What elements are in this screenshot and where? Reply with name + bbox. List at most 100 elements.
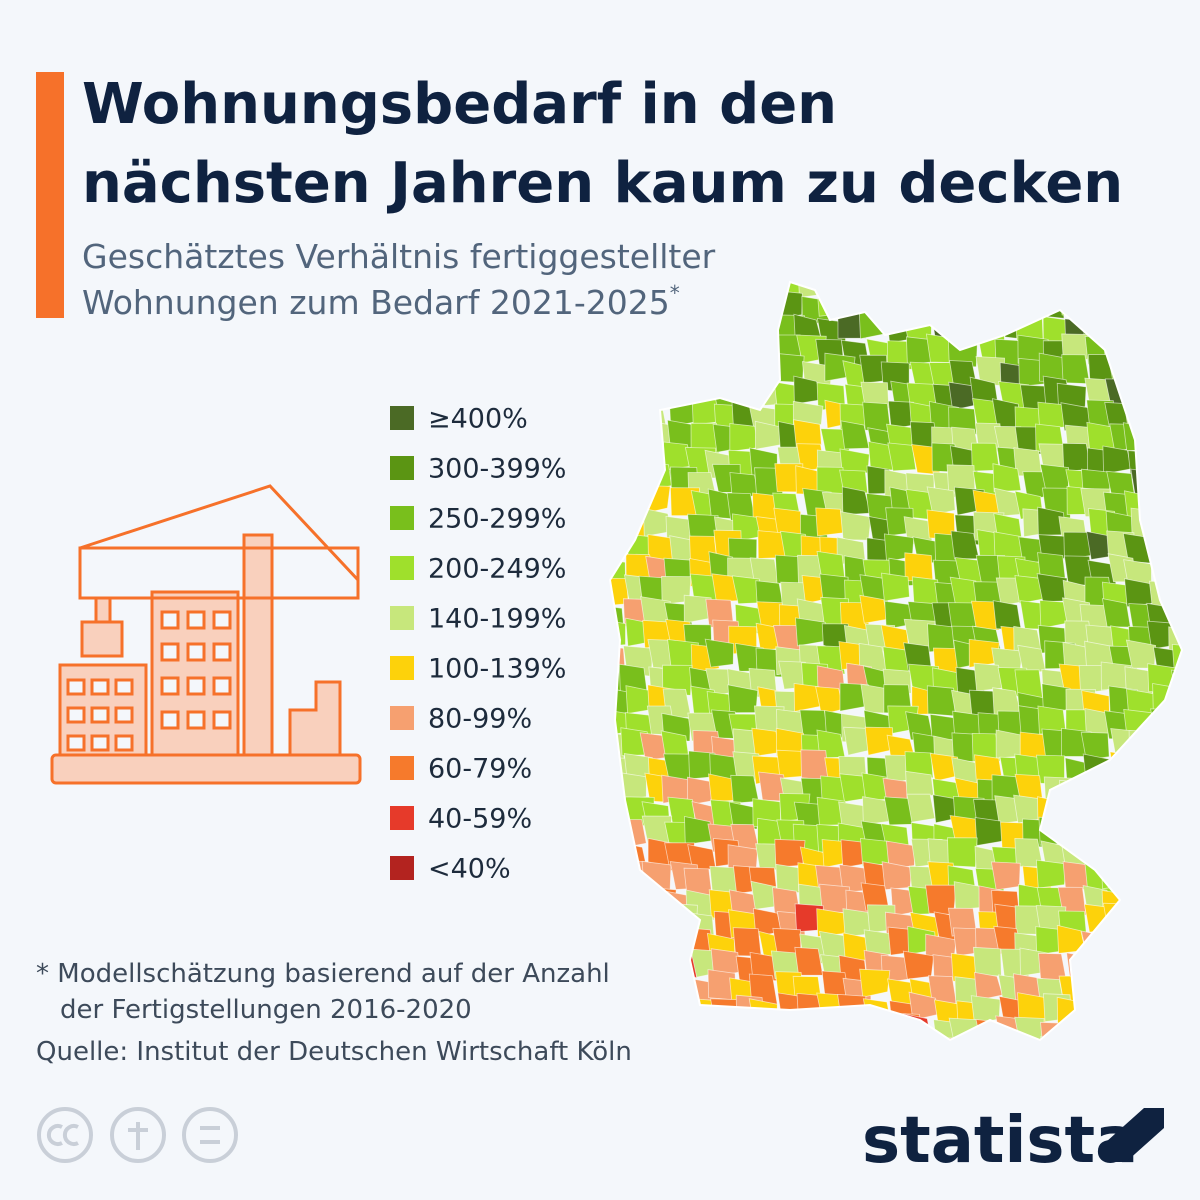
map-region [1083, 801, 1113, 831]
map-region [1128, 801, 1158, 831]
map-region [705, 359, 738, 389]
legend-swatch [390, 656, 414, 680]
map-region [752, 282, 782, 302]
map-region [1105, 311, 1135, 341]
map-region [666, 1019, 698, 1040]
map-region [662, 664, 693, 696]
accent-bar [36, 72, 64, 318]
map-region [750, 1037, 780, 1040]
map-region [610, 492, 634, 522]
footnote-line: der Fertigstellungen 2016-2020 [60, 995, 472, 1025]
map-region [885, 840, 916, 870]
map-region [1080, 930, 1110, 960]
map-region [1175, 384, 1182, 414]
map-region [710, 1017, 742, 1040]
map-region [732, 927, 762, 957]
map-region [1125, 930, 1154, 959]
map-region [610, 841, 630, 871]
map-region [1169, 313, 1182, 343]
map-region [1172, 883, 1182, 914]
map-region [1017, 287, 1047, 317]
map-region [1108, 841, 1138, 871]
map-region [992, 463, 1022, 493]
map-region [1173, 1015, 1182, 1040]
map-region [1145, 912, 1175, 942]
map-region [862, 998, 892, 1028]
map-region [625, 449, 655, 479]
map-region [1129, 954, 1160, 984]
map-region [728, 1036, 758, 1040]
map-region [733, 291, 765, 321]
license-icons [37, 1107, 238, 1163]
map-region [952, 316, 984, 346]
map-region [1170, 470, 1182, 501]
map-region [800, 749, 830, 781]
map-region [1167, 730, 1182, 760]
map-region [610, 511, 631, 541]
legend-label: 40-59% [428, 804, 532, 835]
legend-swatch [390, 756, 414, 780]
map-region [1081, 968, 1111, 998]
map-region [1153, 863, 1182, 893]
map-region [1171, 669, 1182, 699]
map-region [623, 931, 653, 964]
map-region [646, 991, 676, 1021]
map-region [1150, 708, 1181, 738]
map-region [731, 376, 761, 406]
map-region [793, 419, 822, 449]
map-region [1087, 286, 1117, 316]
map-region [884, 282, 914, 300]
map-region [729, 423, 759, 452]
map-region [1127, 378, 1157, 408]
map-region [646, 886, 677, 916]
map-region [1087, 822, 1117, 853]
legend-swatch [390, 506, 414, 530]
map-region [713, 1041, 741, 1069]
map-region [1059, 779, 1088, 810]
map-region [751, 727, 781, 757]
map-region [1132, 357, 1163, 387]
map-region [773, 290, 803, 319]
map-region [1168, 685, 1182, 715]
map-region [1169, 287, 1182, 317]
map-region [690, 358, 720, 388]
map-region [1066, 798, 1096, 830]
map-region [610, 337, 632, 367]
map-region [889, 1038, 919, 1040]
map-region [970, 1035, 1000, 1040]
map-region [1107, 795, 1137, 825]
map-region [1150, 381, 1180, 411]
map-region [1150, 445, 1180, 476]
map-region [1040, 1036, 1070, 1040]
map-region [727, 282, 759, 303]
map-region [610, 818, 625, 847]
map-region [955, 1041, 984, 1069]
map-region [1127, 1041, 1155, 1069]
map-region [1148, 332, 1179, 364]
map-region [1169, 859, 1182, 888]
map-region [1146, 1044, 1174, 1072]
map-region [1058, 286, 1090, 317]
map-region [1104, 282, 1134, 297]
map-region [1085, 1019, 1116, 1040]
legend-label: ≥400% [428, 404, 528, 435]
map-region [752, 286, 782, 316]
map-region [622, 992, 652, 1022]
map-region [1168, 903, 1182, 933]
map-region [1176, 282, 1182, 300]
map-region [711, 331, 741, 362]
map-region [750, 354, 782, 384]
map-region [1150, 1013, 1180, 1040]
brand: statista [862, 1104, 1138, 1178]
map-region [1151, 466, 1181, 496]
title-line: Wohnungsbedarf in den [82, 72, 837, 137]
map-region [618, 485, 648, 514]
map-region [1107, 931, 1137, 961]
map-region [667, 1044, 695, 1072]
map-region [1086, 948, 1117, 980]
map-region [1082, 753, 1113, 783]
map-region [1062, 1018, 1092, 1040]
map-region [990, 861, 1021, 891]
map-region [622, 955, 652, 985]
